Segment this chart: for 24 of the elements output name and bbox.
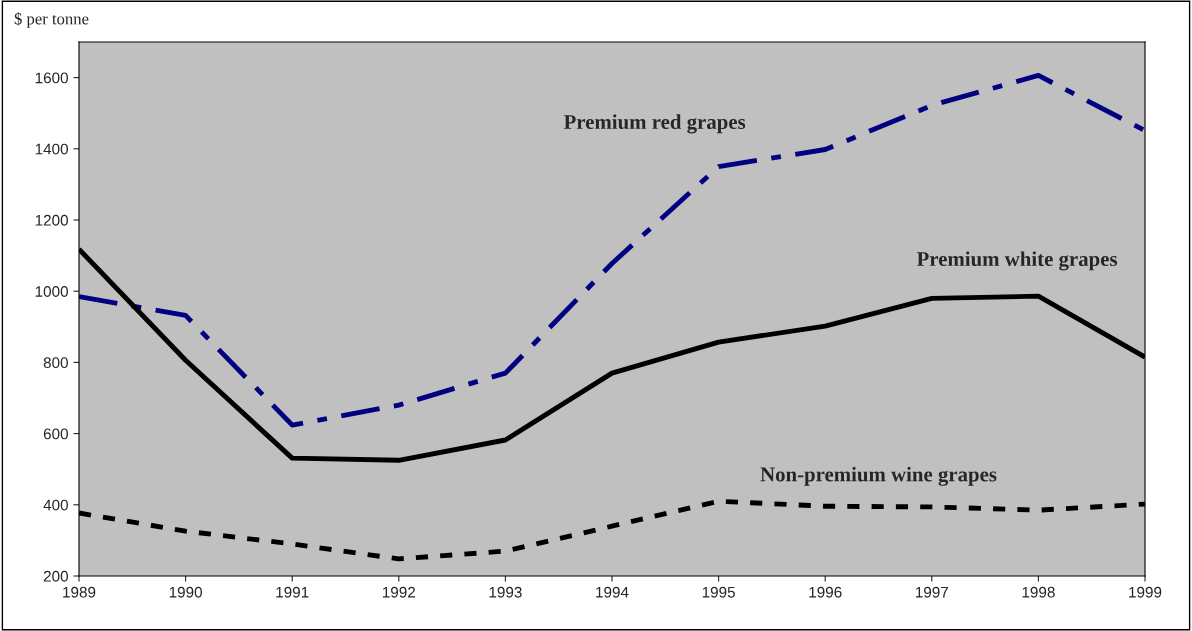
series-label: Premium white grapes (916, 251, 1118, 271)
x-tick-label: 1990 (169, 586, 202, 598)
y-tick-label: 1600 (35, 72, 68, 84)
y-tick-label: 1400 (35, 143, 68, 155)
x-tick-label: 1998 (1022, 586, 1055, 598)
x-tick-label: 1989 (63, 586, 96, 598)
series-label: Premium red grapes (563, 114, 746, 134)
x-tick-label: 1994 (596, 586, 629, 598)
series-label: Non-premium wine grapes (760, 466, 997, 486)
line-series (79, 73, 1145, 428)
x-tick-label: 1996 (809, 586, 842, 598)
y-tick-label: 400 (43, 499, 68, 511)
y-axis-title: $ per tonne (14, 12, 89, 28)
y-tick-label: 1000 (35, 286, 68, 297)
x-tick-label: 1991 (276, 586, 309, 598)
x-tick-label: 1993 (489, 586, 522, 598)
y-tick-label: 200 (43, 570, 68, 582)
y-tick-label: 600 (43, 428, 68, 440)
x-tick-label: 1999 (1129, 586, 1162, 598)
y-tick-label: 800 (43, 357, 68, 369)
x-tick-label: 1992 (382, 586, 416, 598)
y-tick-label: 1200 (35, 214, 68, 226)
x-tick-label: 1997 (915, 586, 949, 598)
x-tick-label: 1995 (702, 586, 735, 598)
